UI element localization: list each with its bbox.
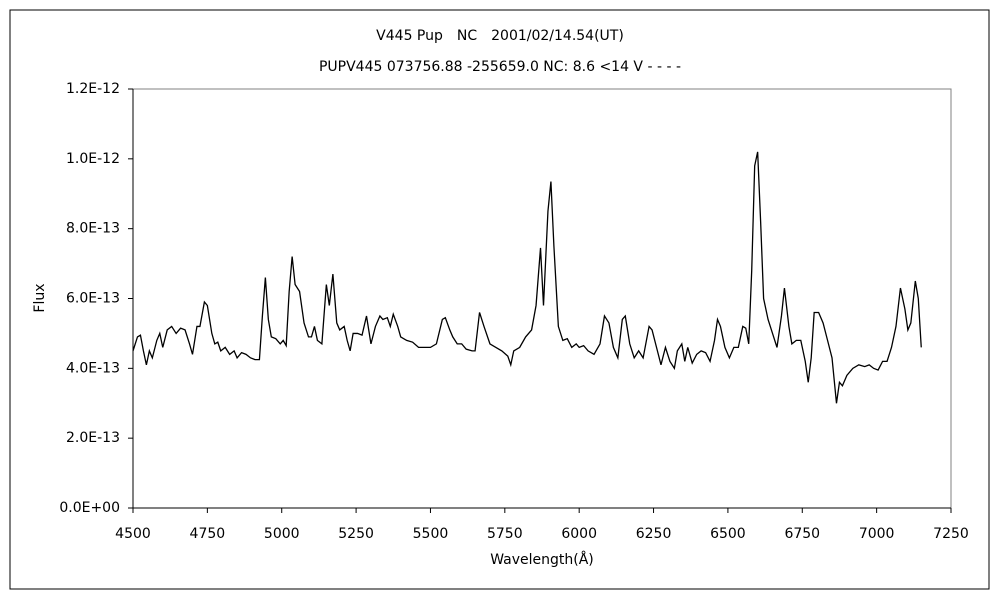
x-tick-label: 5250 [338, 526, 374, 542]
x-axis-label: Wavelength(Å) [490, 551, 594, 568]
y-tick-label: 2.0E-13 [66, 430, 120, 446]
x-tick-label: 4750 [190, 526, 226, 542]
x-tick-label: 6500 [710, 526, 746, 542]
x-tick-label: 7000 [859, 526, 895, 542]
y-tick-label: 6.0E-13 [66, 291, 120, 307]
plot-area [132, 88, 952, 509]
x-tick-label: 5000 [264, 526, 300, 542]
y-tick-label: 1.2E-12 [66, 81, 120, 97]
y-tick-label: 1.0E-12 [66, 151, 120, 167]
x-tick-label: 4500 [115, 526, 151, 542]
y-tick-label: 4.0E-13 [66, 360, 120, 376]
y-axis-label: Flux [32, 283, 48, 312]
y-tick-label: 8.0E-13 [66, 221, 120, 237]
y-tick-label: 0.0E+00 [59, 500, 120, 516]
x-tick-label: 7250 [933, 526, 969, 542]
data-line [132, 151, 922, 404]
x-tick-label: 5750 [487, 526, 523, 542]
x-tick-label: 6750 [784, 526, 820, 542]
x-tick-label: 6000 [561, 526, 597, 542]
x-tick-label: 5500 [413, 526, 449, 542]
chart-subtitle: PUPV445 073756.88 -255659.0 NC: 8.6 <14 … [319, 59, 681, 75]
chart-title: V445 Pup NC 2001/02/14.54(UT) [376, 28, 624, 44]
x-tick-label: 6250 [636, 526, 672, 542]
